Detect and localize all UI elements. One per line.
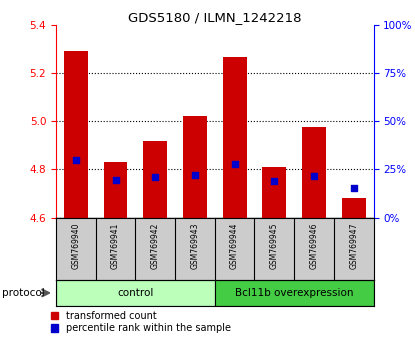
Point bbox=[231, 161, 238, 167]
Text: GSM769944: GSM769944 bbox=[230, 223, 239, 269]
Text: GSM769947: GSM769947 bbox=[349, 223, 358, 269]
Text: protocol: protocol bbox=[2, 288, 45, 298]
Bar bbox=[183, 116, 207, 218]
Bar bbox=[64, 51, 88, 218]
Bar bbox=[215, 280, 374, 306]
Point bbox=[192, 172, 198, 178]
Bar bbox=[104, 162, 127, 218]
Bar bbox=[302, 127, 326, 218]
Bar bbox=[342, 199, 366, 218]
Text: GSM769945: GSM769945 bbox=[270, 223, 279, 269]
Legend: transformed count, percentile rank within the sample: transformed count, percentile rank withi… bbox=[49, 309, 233, 335]
Point bbox=[73, 158, 79, 163]
Text: Bcl11b overexpression: Bcl11b overexpression bbox=[235, 288, 354, 298]
Point bbox=[350, 185, 357, 191]
Point bbox=[311, 173, 317, 178]
Bar bbox=[56, 280, 215, 306]
Text: GSM769941: GSM769941 bbox=[111, 223, 120, 269]
Title: GDS5180 / ILMN_1242218: GDS5180 / ILMN_1242218 bbox=[128, 11, 302, 24]
Point bbox=[112, 177, 119, 183]
Bar bbox=[262, 167, 286, 218]
Point bbox=[152, 174, 159, 179]
Bar bbox=[143, 141, 167, 218]
Bar bbox=[223, 57, 247, 218]
Text: GSM769940: GSM769940 bbox=[71, 223, 81, 269]
Text: GSM769942: GSM769942 bbox=[151, 223, 160, 269]
Point bbox=[271, 178, 278, 184]
Text: control: control bbox=[117, 288, 154, 298]
Text: GSM769943: GSM769943 bbox=[190, 223, 200, 269]
Text: GSM769946: GSM769946 bbox=[310, 223, 318, 269]
